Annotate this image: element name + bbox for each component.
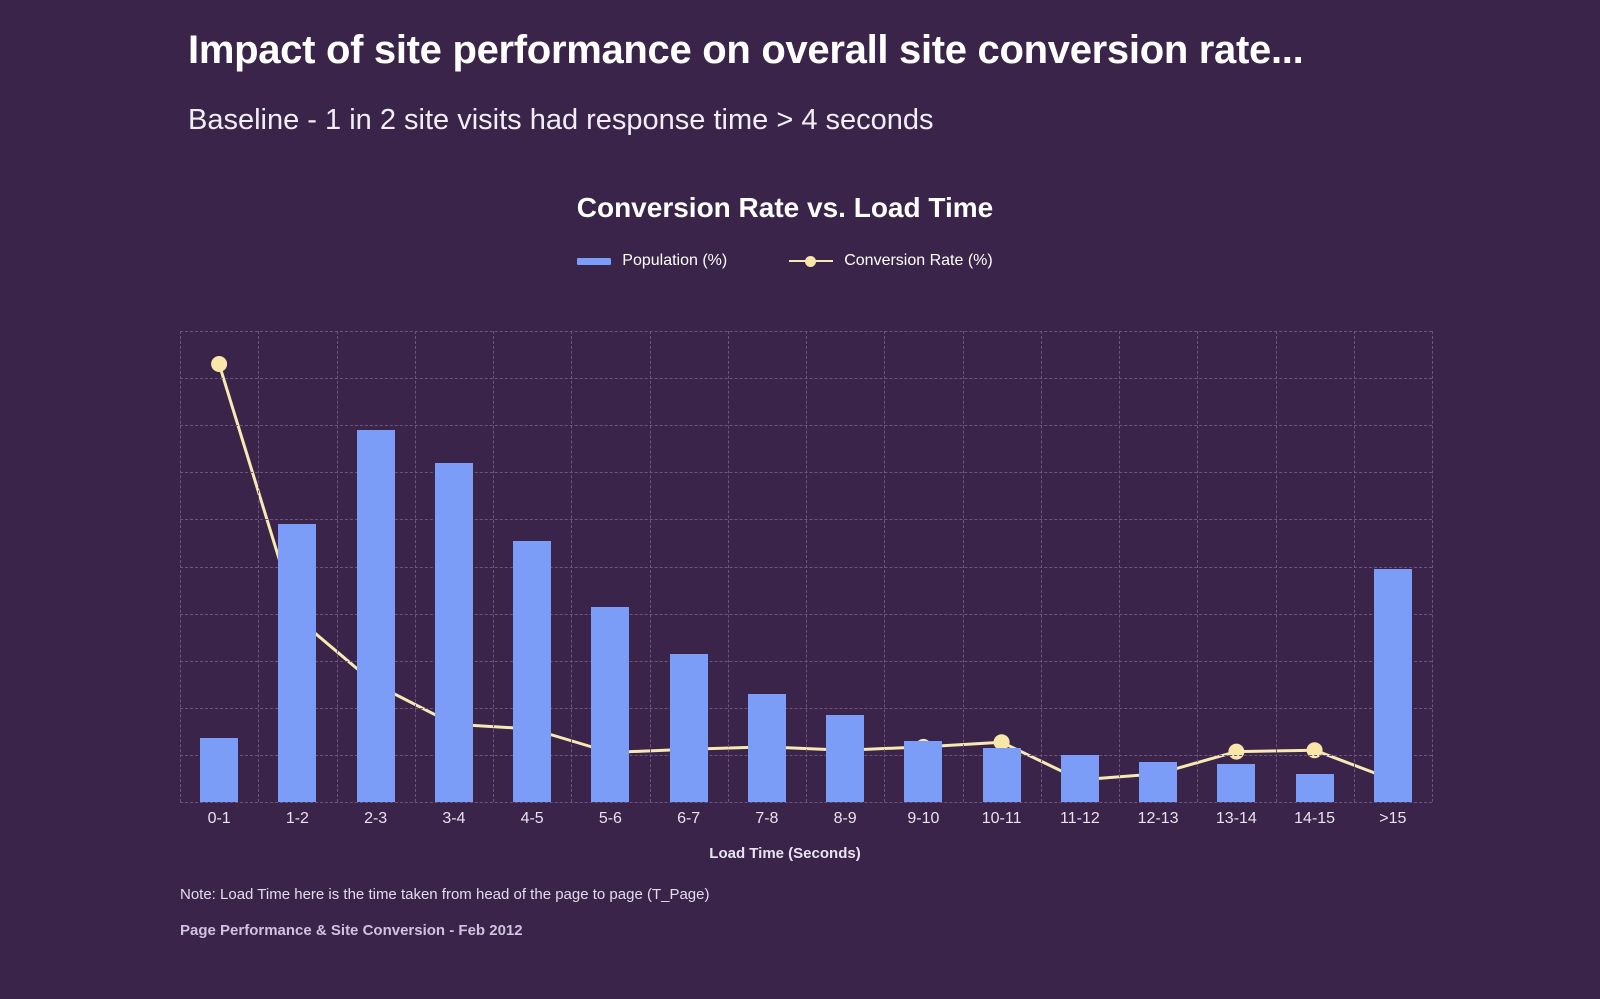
chart-title: Conversion Rate vs. Load Time [576,192,994,223]
gridline-horizontal [180,802,1432,803]
bar-0-1[interactable] [200,738,238,802]
gridline-vertical [1432,331,1433,802]
bar-1-2[interactable] [278,524,316,802]
x-tick-11-12: 11-12 [1060,810,1100,827]
x-tick-8-9: 8-9 [833,810,857,827]
line-marker-0-1[interactable] [211,356,228,372]
bar--15[interactable] [1374,568,1412,802]
x-tick-0-1: 0-1 [207,810,231,827]
legend-label-population: Population (%) [622,252,728,269]
x-tick-14-15: 14-15 [1294,810,1336,827]
slide-title: Impact of site performance on overall si… [188,28,1304,72]
x-axis-title: Load Time (Seconds) [709,845,861,862]
x-tick-12-13: 12-13 [1137,810,1179,827]
bar-12-13[interactable] [1139,761,1177,802]
bar-6-7[interactable] [670,653,708,802]
x-tick-2-3: 2-3 [364,810,388,827]
x-tick-10-11: 10-11 [981,810,1022,827]
x-tick-4-5: 4-5 [520,810,544,827]
bar-14-15[interactable] [1296,773,1334,802]
x-tick-6-7: 6-7 [677,810,701,827]
line-marker-13-14[interactable] [1228,743,1245,760]
bar-13-14[interactable] [1217,764,1255,802]
bar-7-8[interactable] [748,693,786,802]
bar-11-12[interactable] [1061,754,1099,802]
x-tick-3-4: 3-4 [442,810,466,827]
bar-3-4[interactable] [435,462,473,802]
line-marker-swatch-icon [789,255,834,267]
conversion-rate-line [217,362,1395,782]
legend-item-conversion-rate[interactable]: Conversion Rate (%) [789,252,993,270]
x-tick--15: >15 [1379,810,1407,827]
bar-8-9[interactable] [826,714,864,802]
chart-source: Page Performance & Site Conversion - Feb… [180,922,523,939]
chart-note: Note: Load Time here is the time taken f… [180,886,710,903]
bar-5-6[interactable] [591,606,629,802]
bar-swatch-icon [577,257,612,265]
legend-item-population[interactable]: Population (%) [577,252,727,270]
line-marker-10-11[interactable] [993,734,1010,751]
slide-subtitle: Baseline - 1 in 2 site visits had respon… [188,104,934,136]
x-tick-5-6: 5-6 [598,810,622,827]
legend-label-conversion-rate: Conversion Rate (%) [844,252,993,269]
chart-legend: Population (%) Conversion Rate (%) [0,252,1570,270]
x-tick-1-2: 1-2 [285,810,309,827]
x-tick-7-8: 7-8 [755,810,779,827]
line-marker-14-15[interactable] [1306,742,1323,759]
bar-9-10[interactable] [904,740,942,802]
chart-plot-area [180,331,1433,803]
x-tick-13-14: 13-14 [1215,810,1257,827]
x-tick-9-10: 9-10 [907,810,940,827]
bar-4-5[interactable] [513,540,551,802]
bar-10-11[interactable] [983,747,1021,802]
bar-2-3[interactable] [357,429,395,802]
